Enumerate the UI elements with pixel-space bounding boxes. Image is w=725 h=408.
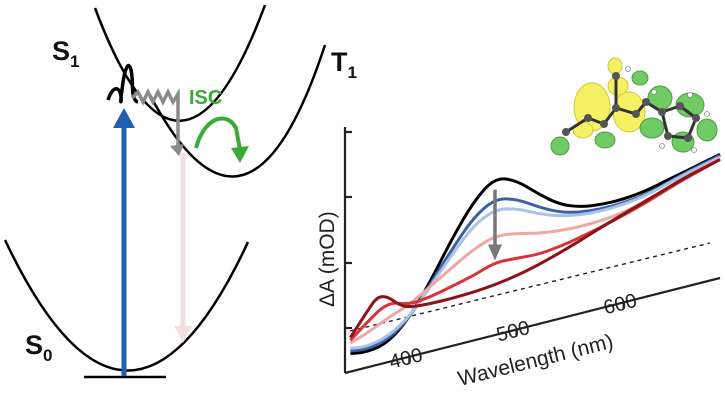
isc-label: ISC <box>189 87 222 109</box>
potential-energy-curves <box>3 4 327 379</box>
y-axis-label: ΔA (mOD) <box>316 211 339 307</box>
vibrational-relaxation-arrow <box>130 87 180 148</box>
zero-baseline <box>349 242 711 332</box>
s0-label: S0 <box>25 330 52 365</box>
excitation-arrowhead <box>113 108 135 128</box>
t1-label: T1 <box>331 47 357 82</box>
x-axis-line <box>344 276 721 375</box>
isc-arrowhead <box>231 146 249 163</box>
s1-curve <box>93 4 267 122</box>
decay-arrowhead <box>488 244 502 261</box>
emission-arrowhead <box>174 326 192 343</box>
x-tick-label-500: 500 <box>494 317 532 346</box>
t1-curve <box>148 44 327 178</box>
series-line-6 <box>349 158 721 339</box>
isc-arrow <box>194 116 242 151</box>
molecule-orbital-image <box>550 57 718 156</box>
s1-wavepacket <box>106 63 139 104</box>
s1-label: S1 <box>52 36 79 71</box>
series-line-3 <box>350 155 721 350</box>
transition-arrows <box>113 87 249 376</box>
relaxation-arrowhead <box>170 144 184 156</box>
s0-curve <box>3 239 250 372</box>
decay-arrow <box>488 189 502 261</box>
chart-axes <box>343 127 721 375</box>
x-tick-label-600: 600 <box>601 290 639 319</box>
x-tick-label-400: 400 <box>387 344 425 373</box>
